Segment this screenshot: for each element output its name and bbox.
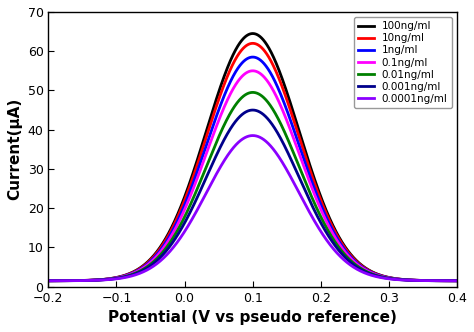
Line: 100ng/ml: 100ng/ml xyxy=(48,34,457,281)
0.01ng/ml xyxy=(66,279,72,283)
Line: 10ng/ml: 10ng/ml xyxy=(48,43,457,281)
1ng/ml xyxy=(443,279,448,283)
0.0001ng/ml xyxy=(244,135,250,139)
100ng/ml xyxy=(233,47,239,51)
0.01ng/ml xyxy=(443,279,448,283)
0.1ng/ml xyxy=(66,279,72,283)
0.01ng/ml xyxy=(46,279,51,283)
0.1ng/ml xyxy=(367,271,373,275)
10ng/ml xyxy=(443,279,448,283)
1ng/ml xyxy=(442,279,448,283)
0.01ng/ml xyxy=(454,279,460,283)
0.0001ng/ml xyxy=(454,279,460,283)
Legend: 100ng/ml, 10ng/ml, 1ng/ml, 0.1ng/ml, 0.01ng/ml, 0.001ng/ml, 0.0001ng/ml: 100ng/ml, 10ng/ml, 1ng/ml, 0.1ng/ml, 0.0… xyxy=(354,17,452,108)
100ng/ml xyxy=(250,32,255,36)
0.001ng/ml xyxy=(442,279,448,283)
Line: 0.001ng/ml: 0.001ng/ml xyxy=(48,110,457,281)
1ng/ml xyxy=(454,279,460,283)
10ng/ml xyxy=(442,279,448,283)
1ng/ml xyxy=(250,55,255,59)
0.0001ng/ml xyxy=(233,142,239,146)
10ng/ml xyxy=(250,42,255,45)
Line: 0.01ng/ml: 0.01ng/ml xyxy=(48,92,457,281)
100ng/ml xyxy=(244,33,250,37)
100ng/ml xyxy=(367,269,373,273)
1ng/ml xyxy=(66,279,72,283)
0.0001ng/ml xyxy=(367,273,373,277)
0.1ng/ml xyxy=(443,279,448,283)
0.0001ng/ml xyxy=(250,133,255,137)
0.001ng/ml xyxy=(454,279,460,283)
0.01ng/ml xyxy=(442,279,448,283)
0.1ng/ml xyxy=(250,69,255,73)
1ng/ml xyxy=(367,270,373,274)
0.1ng/ml xyxy=(233,82,239,86)
0.01ng/ml xyxy=(250,90,255,94)
1ng/ml xyxy=(46,279,51,283)
Line: 1ng/ml: 1ng/ml xyxy=(48,57,457,281)
Line: 0.1ng/ml: 0.1ng/ml xyxy=(48,71,457,281)
0.01ng/ml xyxy=(233,102,239,106)
0.001ng/ml xyxy=(250,108,255,112)
10ng/ml xyxy=(454,279,460,283)
0.01ng/ml xyxy=(244,92,250,96)
0.0001ng/ml xyxy=(442,279,448,283)
100ng/ml xyxy=(442,279,448,283)
10ng/ml xyxy=(233,56,239,60)
1ng/ml xyxy=(233,69,239,73)
0.1ng/ml xyxy=(454,279,460,283)
0.001ng/ml xyxy=(443,279,448,283)
0.1ng/ml xyxy=(46,279,51,283)
0.1ng/ml xyxy=(442,279,448,283)
10ng/ml xyxy=(46,279,51,283)
10ng/ml xyxy=(66,279,72,283)
0.001ng/ml xyxy=(367,272,373,276)
0.0001ng/ml xyxy=(443,279,448,283)
100ng/ml xyxy=(66,279,72,283)
0.001ng/ml xyxy=(66,279,72,283)
100ng/ml xyxy=(443,279,448,283)
10ng/ml xyxy=(244,43,250,47)
0.001ng/ml xyxy=(46,279,51,283)
X-axis label: Potential (V vs pseudo reference): Potential (V vs pseudo reference) xyxy=(108,310,397,325)
1ng/ml xyxy=(244,57,250,61)
0.1ng/ml xyxy=(244,70,250,74)
0.0001ng/ml xyxy=(46,279,51,283)
0.0001ng/ml xyxy=(66,279,72,283)
0.001ng/ml xyxy=(233,119,239,123)
Line: 0.0001ng/ml: 0.0001ng/ml xyxy=(48,135,457,281)
10ng/ml xyxy=(367,269,373,273)
0.001ng/ml xyxy=(244,109,250,113)
100ng/ml xyxy=(454,279,460,283)
0.01ng/ml xyxy=(367,271,373,275)
100ng/ml xyxy=(46,279,51,283)
Y-axis label: Current(μA): Current(μA) xyxy=(7,98,22,201)
